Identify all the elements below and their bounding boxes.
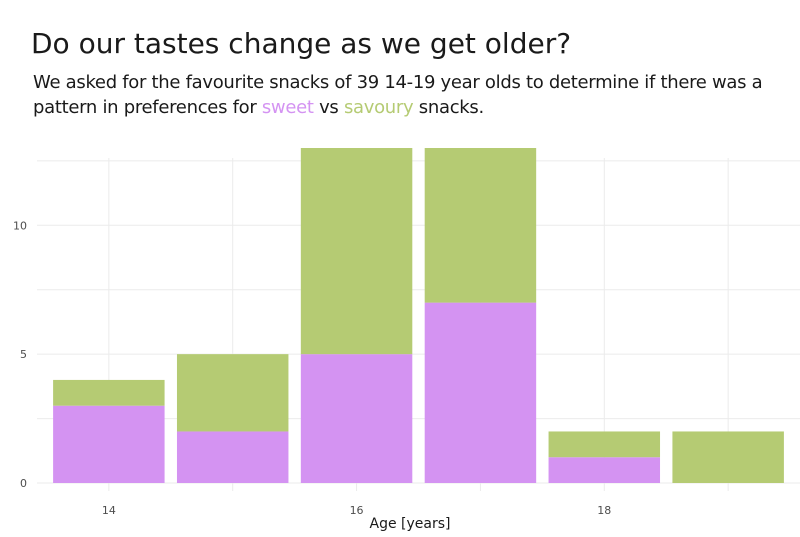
subtitle-vs: vs <box>319 97 339 118</box>
y-tick-label: 5 <box>20 348 27 361</box>
subtitle-savoury-word: savoury <box>343 97 414 118</box>
chart-subtitle: We asked for the favourite snacks of 39 … <box>33 70 793 120</box>
bar-sweet-14 <box>53 405 165 483</box>
subtitle-text: We asked for the favourite snacks of 39 … <box>33 72 763 118</box>
x-tick-label: 16 <box>350 504 364 517</box>
bar-sweet-17 <box>424 302 537 483</box>
subtitle-end: snacks. <box>418 97 484 118</box>
bars <box>53 148 784 483</box>
bar-savoury-15 <box>176 354 289 432</box>
bar-sweet-18 <box>548 457 661 483</box>
bar-sweet-16 <box>300 354 413 483</box>
x-tick-label: 14 <box>102 504 116 517</box>
bar-sweet-15 <box>176 431 289 483</box>
bar-savoury-18 <box>548 431 661 458</box>
bar-savoury-19 <box>672 431 784 483</box>
bar-savoury-16 <box>300 148 413 355</box>
subtitle-sweet-word: sweet <box>261 97 314 118</box>
x-axis-ticks: 14 16 18 <box>102 504 611 517</box>
y-axis-ticks: 0 5 10 <box>13 219 27 490</box>
y-tick-label: 10 <box>13 219 27 232</box>
chart-title: Do our tastes change as we get older? <box>31 27 572 60</box>
y-tick-label: 0 <box>20 477 27 490</box>
x-axis-title: Age [years] <box>370 516 451 532</box>
bar-savoury-14 <box>53 379 165 406</box>
x-tick-label: 18 <box>597 504 611 517</box>
bar-savoury-17 <box>424 148 537 303</box>
